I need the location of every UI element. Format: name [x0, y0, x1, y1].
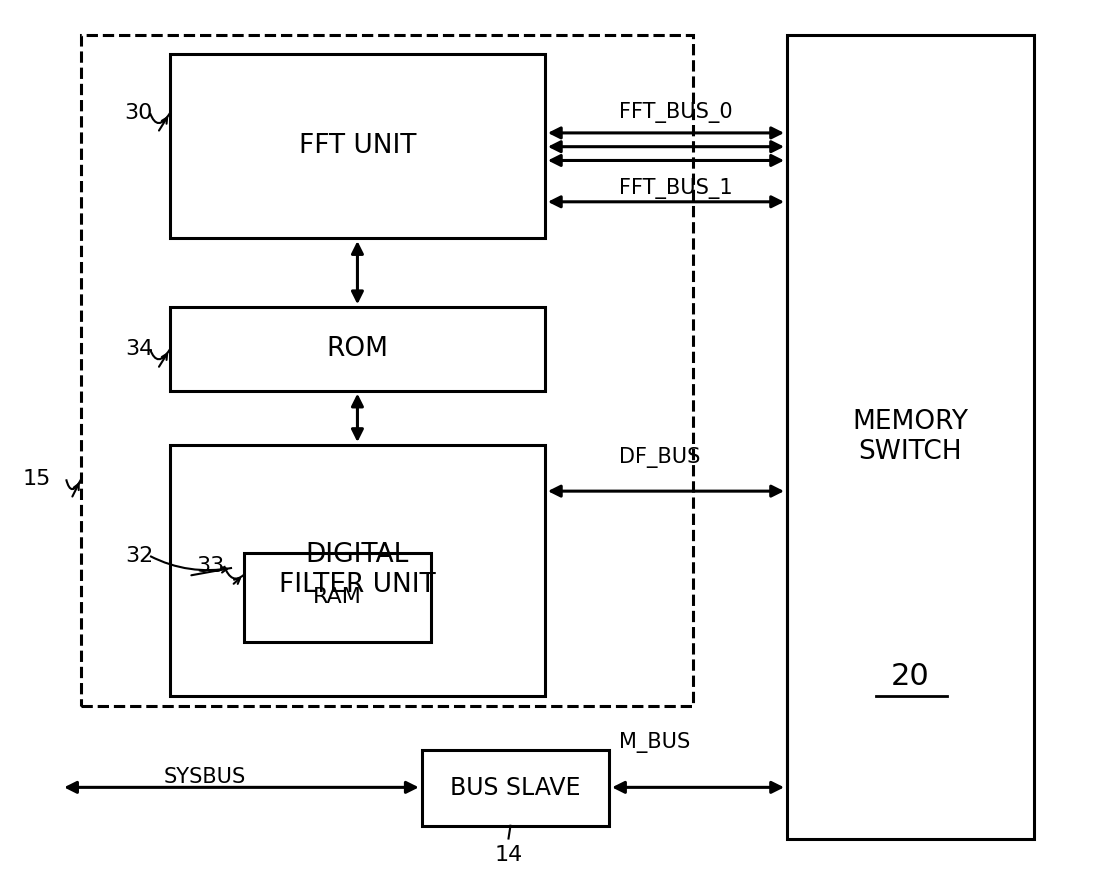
Text: MEMORY
SWITCH: MEMORY SWITCH [852, 409, 968, 465]
Bar [170, 54, 545, 238]
Text: 34: 34 [125, 340, 153, 360]
Text: DIGITAL
FILTER UNIT: DIGITAL FILTER UNIT [279, 542, 435, 598]
Bar [81, 34, 694, 705]
Text: 30: 30 [125, 103, 153, 123]
Text: M_BUS: M_BUS [619, 732, 690, 752]
Bar [244, 553, 431, 641]
Text: FFT_BUS_1: FFT_BUS_1 [619, 178, 733, 199]
Bar [787, 34, 1034, 838]
Text: RAM: RAM [313, 587, 362, 607]
Bar [170, 444, 545, 696]
Text: BUS SLAVE: BUS SLAVE [450, 776, 581, 800]
Bar [170, 307, 545, 391]
Text: DF_BUS: DF_BUS [619, 446, 700, 467]
Text: FFT_BUS_0: FFT_BUS_0 [619, 102, 733, 123]
Text: 14: 14 [494, 845, 523, 865]
Text: 20: 20 [891, 662, 930, 690]
Text: SYSBUS: SYSBUS [163, 767, 245, 788]
Text: 33: 33 [196, 556, 224, 576]
Text: FFT UNIT: FFT UNIT [299, 133, 416, 159]
Text: ROM: ROM [326, 336, 388, 362]
Text: 15: 15 [23, 469, 51, 489]
Bar [421, 750, 609, 826]
Text: 32: 32 [125, 546, 153, 566]
